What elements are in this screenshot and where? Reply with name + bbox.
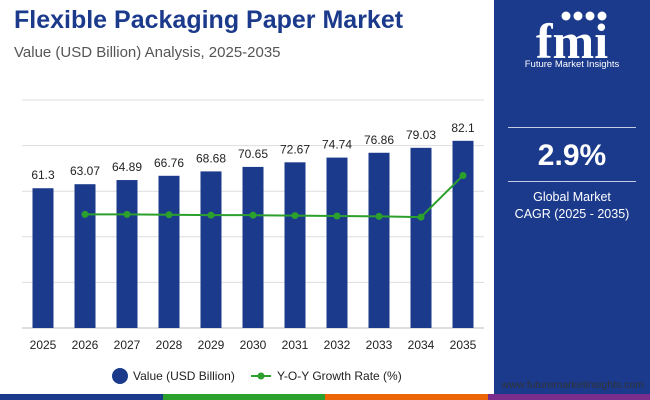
growth-point xyxy=(417,213,425,221)
bar xyxy=(410,147,432,328)
bar xyxy=(74,184,96,328)
growth-point xyxy=(81,210,89,218)
cagr-label-line2: CAGR (2025 - 2035) xyxy=(514,207,630,221)
x-tick-label: 2025 xyxy=(30,338,57,352)
growth-point xyxy=(123,210,131,218)
growth-point xyxy=(375,212,383,220)
source-url[interactable]: www.futuremarketinsights.com xyxy=(501,379,644,391)
x-axis-ticks: 2025 2026 2027 2028 2029 2030 2031 2032 2033 2034… xyxy=(30,338,477,352)
x-tick-label: 2027 xyxy=(114,338,141,352)
sidebar-panel: fmi Future Market Insights 2.9% Global M… xyxy=(494,0,650,394)
bar-value-label: 64.89 xyxy=(112,160,142,174)
bar xyxy=(326,157,348,328)
cagr-value: 2.9% xyxy=(537,139,607,172)
logo-subtitle: Future Market Insights xyxy=(524,59,620,70)
bar xyxy=(158,175,180,328)
bar xyxy=(200,171,222,328)
bar-value-label: 68.68 xyxy=(196,151,226,165)
growth-point xyxy=(207,211,215,219)
bar xyxy=(452,140,474,328)
bar xyxy=(116,180,138,328)
x-tick-label: 2029 xyxy=(198,338,225,352)
strip-segment xyxy=(0,394,163,400)
bar-value-label: 72.67 xyxy=(280,142,310,156)
strip-segment xyxy=(325,394,488,400)
strip-segment xyxy=(487,394,650,400)
legend-line-label: Y-O-Y Growth Rate (%) xyxy=(277,369,402,383)
growth-point xyxy=(291,212,299,220)
growth-line-series xyxy=(81,171,467,221)
bar-value-label: 82.1 xyxy=(451,121,475,135)
bar-value-label: 66.76 xyxy=(154,156,184,170)
chart-area: 61.3 63.07 64.89 66.76 68.68 70.65 72.67 74.74 7… xyxy=(22,99,484,384)
legend: Value (USD Billion) Y-O-Y Growth Rate (%) xyxy=(112,368,402,384)
bar xyxy=(284,162,306,328)
x-tick-label: 2032 xyxy=(324,338,351,352)
bar xyxy=(368,152,390,328)
growth-point xyxy=(459,171,467,179)
divider-middle xyxy=(508,181,636,182)
x-tick-label: 2028 xyxy=(156,338,183,352)
bar-value-label: 63.07 xyxy=(70,164,100,178)
x-tick-label: 2035 xyxy=(450,338,477,352)
bar-value-label: 61.3 xyxy=(31,168,55,182)
cagr-label-line1: Global Market xyxy=(533,190,611,204)
bar-value-label: 70.65 xyxy=(238,147,268,161)
x-tick-label: 2033 xyxy=(366,338,393,352)
x-tick-label: 2034 xyxy=(408,338,435,352)
chart-title: Flexible Packaging Paper Market xyxy=(14,6,404,34)
strip-segment xyxy=(162,394,325,400)
growth-point xyxy=(333,212,341,220)
cagr-label: Global Market CAGR (2025 - 2035) xyxy=(494,189,650,223)
x-tick-label: 2031 xyxy=(282,338,309,352)
x-tick-label: 2030 xyxy=(240,338,267,352)
growth-point xyxy=(165,211,173,219)
bar xyxy=(32,188,54,328)
chart-subtitle: Value (USD Billion) Analysis, 2025-2035 xyxy=(14,44,281,61)
x-tick-label: 2026 xyxy=(72,338,99,352)
logo-icons xyxy=(561,11,607,21)
bar xyxy=(242,166,264,328)
logo-text: fmi xyxy=(536,13,608,69)
growth-line xyxy=(85,174,464,219)
fmi-logo: fmi xyxy=(536,11,608,69)
divider-top xyxy=(508,127,636,128)
bar-value-label: 79.03 xyxy=(406,128,436,142)
bar-labels: 61.3 63.07 64.89 66.76 68.68 70.65 72.67 74.74 7… xyxy=(31,121,475,182)
bar-value-label: 74.74 xyxy=(322,138,352,152)
legend-bar-swatch xyxy=(112,368,128,384)
legend-bar-label: Value (USD Billion) xyxy=(133,369,235,383)
legend-line-marker xyxy=(257,372,265,380)
growth-point xyxy=(249,211,257,219)
bar-value-label: 76.86 xyxy=(364,133,394,147)
bottom-color-strip xyxy=(0,394,650,400)
